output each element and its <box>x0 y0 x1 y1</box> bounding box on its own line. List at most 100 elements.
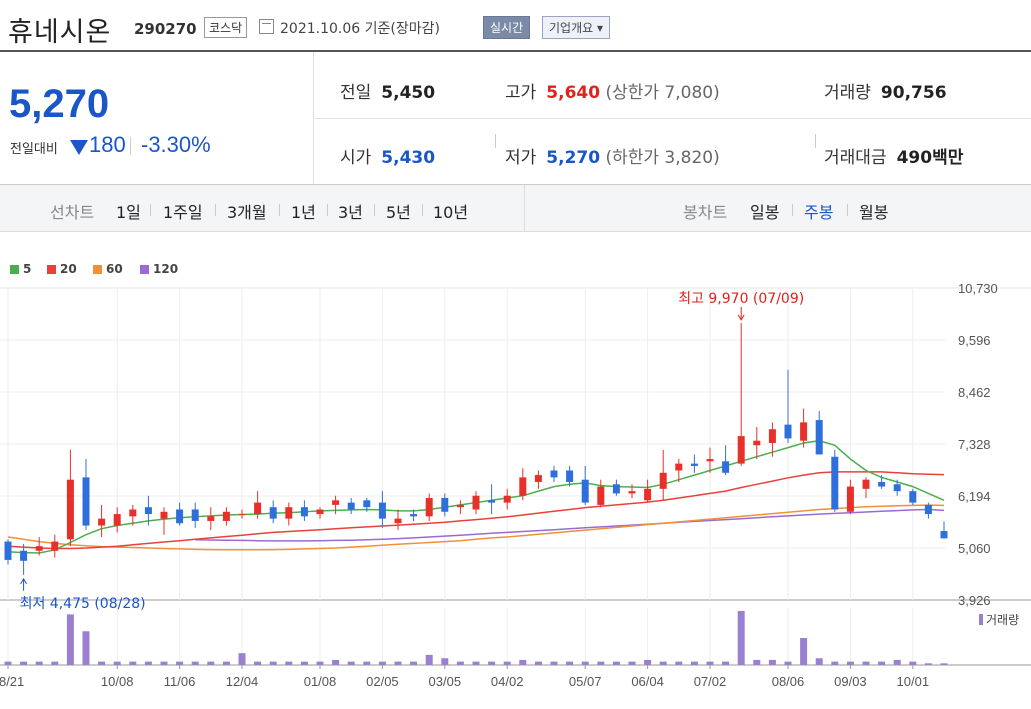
volume-bar <box>893 659 901 665</box>
row-divider <box>313 118 1031 119</box>
divider <box>215 204 216 216</box>
volume-bar <box>363 661 371 665</box>
tab-3y[interactable]: 3년 <box>338 203 363 222</box>
candle-body <box>472 495 480 510</box>
candle-body <box>940 531 948 539</box>
volume-bar <box>488 661 496 665</box>
volume-bar <box>800 638 808 665</box>
x-tick-label: 06/04 <box>631 674 664 689</box>
current-price: 5,270 <box>9 82 110 126</box>
low-annotation: 최저 4,475 (08/28) <box>20 596 146 612</box>
volume-bar <box>82 631 90 665</box>
stat-amount: 거래대금 490백만 <box>824 143 963 168</box>
volume-bar <box>66 614 74 665</box>
x-tick-label: 01/08 <box>304 674 337 689</box>
change-percent: -3.30% <box>141 132 211 157</box>
candle-body <box>425 498 433 517</box>
volume-bar <box>472 661 480 665</box>
candle-body <box>51 541 59 551</box>
candle-body <box>488 500 496 503</box>
candle-body <box>534 475 542 482</box>
tab-5y[interactable]: 5년 <box>386 203 411 222</box>
tab-monthly[interactable]: 월봉 <box>859 203 889 222</box>
candle-body <box>332 500 340 505</box>
volume-label: 거래량 <box>986 613 1019 627</box>
change-amount: 180 <box>89 132 126 157</box>
legend-label: 20 <box>60 262 77 276</box>
divider <box>327 204 328 216</box>
volume-bar <box>316 661 324 665</box>
stat-label: 저가 <box>505 148 537 168</box>
stat-low: 저가 5,270 (하한가 3,820) <box>505 143 720 168</box>
candle-body <box>129 509 137 517</box>
candle-body <box>706 459 714 462</box>
candle-body <box>394 518 402 524</box>
stat-open: 시가 5,430 <box>340 143 435 168</box>
volume-bar <box>51 661 59 665</box>
y-tick-label: 5,060 <box>958 541 991 556</box>
tab-daily[interactable]: 일봉 <box>750 203 780 222</box>
x-tick-label: 12/04 <box>226 674 259 689</box>
candle-body <box>503 495 511 503</box>
stat-value: 5,640 <box>546 83 601 103</box>
divider <box>524 185 525 231</box>
x-tick-label: 09/03 <box>834 674 867 689</box>
volume-bar <box>332 659 340 665</box>
volume-bar <box>550 661 558 665</box>
volume-bar <box>846 661 854 665</box>
volume-bar <box>20 661 28 665</box>
volume-bar <box>4 661 12 665</box>
volume-bar <box>737 611 745 665</box>
tab-1w[interactable]: 1주일 <box>163 203 203 222</box>
tab-1d[interactable]: 1일 <box>116 203 141 222</box>
candle-body <box>300 507 308 517</box>
high-arrow-icon <box>737 314 745 321</box>
x-tick-label: 10/08 <box>101 674 134 689</box>
candle-body <box>238 514 246 516</box>
volume-bar <box>238 653 246 665</box>
divider <box>374 204 375 216</box>
candle-body <box>659 472 667 489</box>
x-tick-label: 07/02 <box>694 674 727 689</box>
tab-10y[interactable]: 10년 <box>433 203 469 222</box>
volume-bar <box>35 661 43 665</box>
x-tick-label: 03/05 <box>429 674 462 689</box>
volume-bar <box>191 661 199 665</box>
line-chart-label: 선차트 <box>50 203 95 222</box>
candle-body <box>690 463 698 466</box>
candle-body <box>612 484 620 494</box>
candle-body <box>113 514 121 526</box>
base-date: 2021.10.06 기준(장마감) <box>280 21 440 37</box>
volume-bar <box>394 661 402 665</box>
candle-body <box>82 477 90 526</box>
divider <box>279 204 280 216</box>
candle-body <box>269 507 277 519</box>
stat-label: 전일 <box>340 83 372 103</box>
divider <box>495 134 496 148</box>
volume-bar <box>862 661 870 665</box>
candle-body <box>519 477 527 496</box>
candle-body <box>768 429 776 443</box>
tab-1y[interactable]: 1년 <box>291 203 316 222</box>
chart-tab-bar: 선차트 1일 1주일 3개월 1년 3년 5년 10년 봉차트 일봉 주봉 월봉 <box>0 185 1031 232</box>
volume-bar <box>722 661 730 665</box>
legend-label: 5 <box>23 262 32 276</box>
volume-bar <box>566 661 574 665</box>
tab-3m[interactable]: 3개월 <box>227 203 267 222</box>
candle-chart-label: 봉차트 <box>683 203 728 222</box>
realtime-button[interactable]: 실시간 <box>483 16 531 39</box>
candle-body <box>644 488 652 501</box>
y-tick-label: 8,462 <box>958 385 991 400</box>
volume-bar <box>597 661 605 665</box>
x-tick-label: 08/06 <box>772 674 805 689</box>
tab-weekly[interactable]: 주봉 <box>804 203 834 222</box>
price-panel: 5,270 전일대비 180 -3.30% 전일 5,450 고가 5,640 (상… <box>0 52 1031 213</box>
candle-body <box>347 502 355 510</box>
y-tick-label: 9,596 <box>958 333 991 348</box>
volume-legend-swatch <box>979 614 983 625</box>
candle-body <box>581 479 589 503</box>
stock-code: 290270 <box>134 20 197 38</box>
stat-value: 5,450 <box>381 83 436 103</box>
company-overview-button[interactable]: 기업개요 ▾ <box>542 16 610 39</box>
candle-body <box>753 440 761 446</box>
